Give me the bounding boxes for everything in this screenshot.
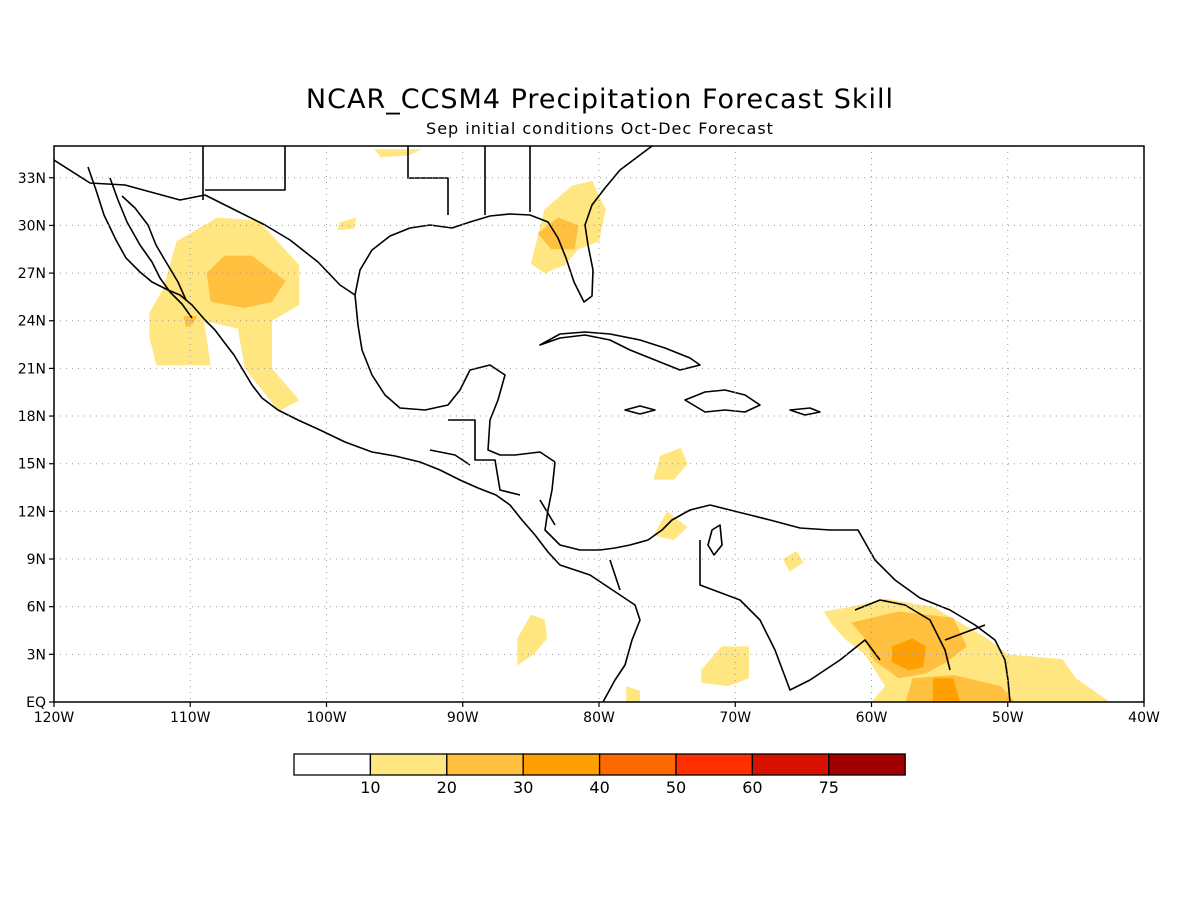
lat-tick-label: 6N — [27, 600, 46, 616]
colorbar-swatch — [522, 753, 601, 776]
lat-tick-label: 15N — [18, 457, 46, 473]
us-state-borders — [202, 146, 531, 215]
skill-region-7 — [537, 217, 579, 250]
axis-ticks — [49, 177, 1145, 707]
colorbar-label: 10 — [360, 778, 380, 797]
skill-region-1 — [149, 217, 300, 412]
skill-region-17 — [891, 638, 926, 671]
lon-tick-label: 90W — [447, 710, 479, 726]
colorbar-label: 60 — [742, 778, 762, 797]
coastlines — [54, 146, 1011, 702]
colorbar-swatch — [751, 753, 830, 776]
skill-region-5 — [374, 149, 422, 158]
lon-tick-label: 70W — [719, 710, 751, 726]
lat-tick-label: EQ — [26, 695, 46, 711]
south-america-coast — [709, 504, 1011, 702]
lat-tick-label: 27N — [18, 266, 46, 282]
lat-tick-label: 9N — [27, 552, 46, 568]
colorbar-label: 40 — [589, 778, 609, 797]
baja-california — [109, 177, 193, 319]
skill-region-4 — [337, 217, 357, 231]
hispaniola — [684, 389, 761, 413]
puerto-rico — [789, 407, 821, 416]
us-mexico-border — [54, 159, 356, 296]
axis-labels: 120W 110W 100W 90W 80W 70W 60W 50W 40W EQ 3N 6N 9N 12… — [18, 171, 1160, 726]
colorbar-swatch — [369, 753, 448, 776]
lat-tick-label: 18N — [18, 409, 46, 425]
colorbar-swatch — [598, 753, 677, 776]
skill-region-13 — [626, 686, 640, 702]
map-subtitle: Sep initial conditions Oct-Dec Forecast — [426, 119, 774, 138]
skill-region-3 — [183, 316, 198, 328]
skill-region-2 — [206, 255, 286, 308]
skill-region-10 — [782, 551, 804, 572]
lon-tick-label: 110W — [170, 710, 211, 726]
south-america-borders — [699, 540, 986, 691]
colorbar-swatch — [293, 753, 372, 776]
skill-region-12 — [701, 646, 749, 687]
colorbar: 10 20 30 40 50 60 75 — [293, 753, 906, 797]
lon-tick-label: 120W — [34, 710, 75, 726]
mexico-gulf-coast — [354, 294, 556, 463]
colorbar-label: 50 — [666, 778, 686, 797]
lon-tick-label: 40W — [1128, 710, 1160, 726]
lon-tick-label: 50W — [992, 710, 1024, 726]
central-america-caribbean — [544, 461, 711, 551]
lat-tick-label: 12N — [18, 504, 46, 520]
colorbar-swatch — [828, 753, 906, 776]
colorbar-label: 75 — [819, 778, 839, 797]
lat-tick-label: 3N — [27, 647, 46, 663]
gulf-coastline — [354, 146, 653, 303]
jamaica — [624, 405, 656, 415]
colorbar-label: 30 — [513, 778, 533, 797]
lat-tick-label: 21N — [18, 361, 46, 377]
skill-region-8 — [653, 447, 688, 480]
lake-maracaibo — [707, 524, 723, 556]
lat-tick-label: 24N — [18, 314, 46, 330]
skill-shading — [149, 149, 1110, 702]
colorbar-swatch — [446, 753, 524, 776]
lon-tick-label: 60W — [856, 710, 888, 726]
map-title: NCAR_CCSM4 Precipitation Forecast Skill — [305, 84, 895, 115]
lat-tick-label: 33N — [18, 171, 46, 187]
central-america-borders — [429, 419, 621, 591]
cuba — [539, 331, 701, 371]
skill-region-9 — [653, 511, 688, 540]
skill-region-11 — [517, 614, 548, 666]
lon-tick-label: 80W — [583, 710, 615, 726]
lon-tick-label: 100W — [306, 710, 347, 726]
colorbar-label: 20 — [437, 778, 457, 797]
skill-region-18 — [932, 678, 961, 702]
lat-tick-label: 30N — [18, 218, 46, 234]
colorbar-swatch — [675, 753, 754, 776]
